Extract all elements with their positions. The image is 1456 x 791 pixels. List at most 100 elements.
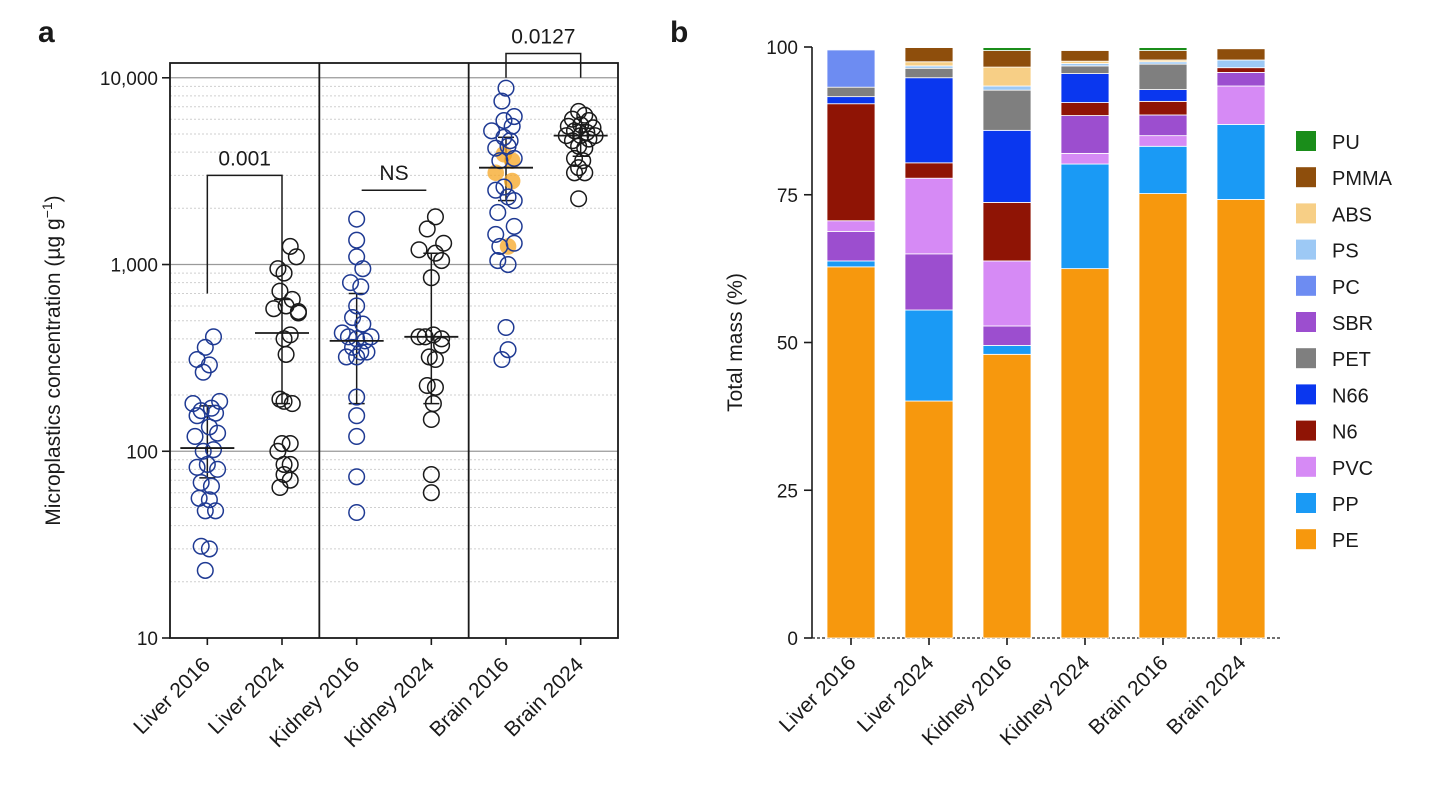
data-point	[348, 468, 366, 486]
data-point	[565, 122, 584, 140]
bar-segment-pet	[1060, 65, 1110, 74]
bar-segment-pvc	[1138, 135, 1188, 147]
data-point	[198, 455, 216, 473]
bar-segment-n66	[982, 129, 1032, 203]
plot-frame	[169, 62, 619, 639]
bar-segment-pe	[1060, 268, 1110, 639]
y-axis-title: Microplastics concentration (µg g−1)	[39, 195, 65, 525]
x-category-label: Brain 2016	[425, 653, 513, 741]
data-point	[275, 466, 293, 484]
data-point	[348, 248, 366, 266]
data-point	[196, 561, 214, 580]
y-tick-label: 10,000	[100, 69, 158, 90]
bar-segment-ps	[1216, 59, 1266, 69]
y-axis-title-main: Microplastics concentration (µg g	[42, 218, 65, 525]
bar-segment-sbr	[1060, 115, 1110, 154]
data-point	[200, 491, 218, 509]
legend-swatch-abs	[1296, 203, 1316, 224]
bar-segment-n6	[1060, 102, 1110, 116]
legend-swatch-sbr	[1296, 312, 1316, 332]
bar-segment-n6	[1216, 67, 1266, 73]
data-point	[422, 466, 440, 484]
data-point	[194, 363, 212, 381]
x-category-label: Liver 2016	[129, 653, 215, 739]
data-point	[265, 300, 283, 318]
y-tick-label: 100	[766, 38, 798, 59]
bar-segment-sbr	[982, 325, 1032, 346]
bar-segment-pmma	[1060, 50, 1110, 62]
x-category-label: Liver 2024	[853, 651, 939, 737]
legend-label: PU	[1332, 132, 1360, 154]
data-point	[209, 460, 227, 478]
bar-segment-pmma	[904, 47, 954, 63]
data-point	[196, 502, 214, 520]
data-point	[275, 392, 293, 410]
data-point	[354, 260, 372, 278]
data-point	[192, 402, 210, 420]
legend-label: ABS	[1332, 204, 1372, 226]
bar-segment-pet	[904, 67, 954, 79]
bar-segment-abs	[904, 61, 954, 67]
legend-label: PET	[1332, 349, 1371, 371]
data-point	[565, 164, 584, 182]
bar-segment-n66	[904, 77, 954, 164]
data-point	[491, 237, 509, 255]
data-point	[422, 269, 440, 287]
bar-segment-sbr	[1138, 114, 1188, 137]
y-tick-label: 75	[777, 186, 798, 207]
bar-segment-pp	[1060, 163, 1110, 270]
data-point	[348, 330, 366, 348]
x-category-label: Brain 2024	[500, 653, 588, 741]
data-point	[493, 350, 511, 369]
bar-segment-n66	[1060, 73, 1110, 103]
data-point	[433, 330, 451, 348]
data-point	[196, 338, 214, 356]
data-point	[206, 502, 225, 520]
bar-segment-pe	[904, 400, 954, 639]
data-point	[426, 208, 444, 226]
legend-swatch-pc	[1296, 275, 1316, 296]
bar-segment-pvc	[1216, 85, 1266, 125]
data-point	[275, 455, 293, 473]
legend-swatch-pvc	[1296, 456, 1316, 477]
data-point	[499, 255, 517, 274]
legend-label: N6	[1332, 422, 1358, 444]
significance-label: NS	[379, 162, 408, 185]
data-point	[410, 241, 428, 259]
bar-segment-n6	[826, 103, 876, 222]
bar-segment-pvc	[982, 260, 1032, 327]
data-point	[489, 252, 507, 270]
data-point	[435, 234, 453, 252]
data-point	[283, 395, 301, 413]
legend-swatch-ps	[1296, 239, 1316, 260]
data-point	[337, 348, 355, 366]
data-point	[194, 442, 212, 460]
data-point	[204, 328, 223, 346]
data-point	[289, 304, 307, 322]
data-point	[287, 248, 305, 266]
data-point	[505, 108, 523, 126]
data-point	[487, 139, 505, 157]
bar-segment-n66	[826, 96, 876, 105]
data-point	[348, 407, 366, 425]
y-axis-title: Total mass (%)	[724, 273, 747, 412]
legend-swatch-pp	[1296, 493, 1316, 513]
legend-label: PS	[1332, 241, 1359, 263]
data-point	[497, 79, 515, 97]
data-point	[271, 390, 289, 408]
data-point	[576, 164, 594, 182]
data-point	[275, 264, 293, 282]
data-point	[204, 441, 223, 459]
legend-label: N66	[1332, 385, 1369, 407]
data-point	[499, 341, 517, 359]
data-point	[281, 434, 299, 453]
significance-bracket	[505, 52, 582, 78]
data-point	[433, 252, 451, 270]
bar-segment-n6	[1138, 100, 1188, 116]
panel-a-label: a	[38, 16, 55, 49]
bar-segment-pc	[826, 49, 876, 88]
bar-segment-pvc	[904, 177, 954, 255]
